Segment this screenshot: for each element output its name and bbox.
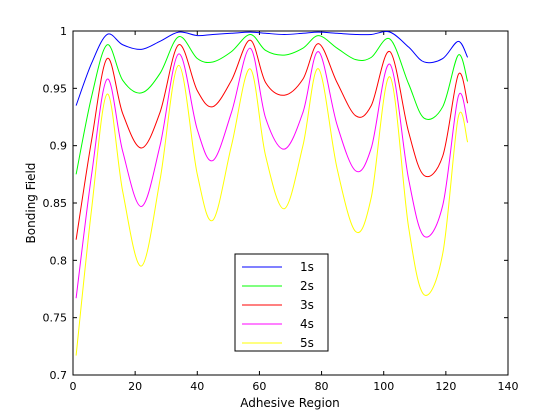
series-line-5s	[75, 64, 469, 356]
x-tick-label: 140	[498, 380, 519, 393]
series-line-2s	[75, 33, 469, 175]
y-tick-label: 0.75	[43, 312, 68, 325]
y-tick-label: 0.8	[50, 254, 68, 267]
x-tick-label: 80	[315, 380, 329, 393]
series-line-4s	[75, 47, 469, 299]
series-layer	[75, 31, 469, 356]
legend-label: 1s	[300, 260, 314, 274]
legend-label: 4s	[300, 317, 314, 331]
y-tick-label: 1	[60, 25, 67, 38]
y-axis-label: Bonding Field	[24, 163, 38, 244]
legend: 1s 2s 3s 4s 5s	[234, 253, 329, 352]
x-tick-label: 20	[128, 380, 142, 393]
legend-label: 2s	[300, 279, 314, 293]
legend-box	[234, 253, 329, 352]
x-tick-label: 0	[70, 380, 77, 393]
legend-label: 3s	[300, 298, 314, 312]
axis-ticks: 0 20 40 60 80 100 120 140 0.7 0.75 0.8 0.85 0.9 0.95 1	[43, 25, 519, 393]
series-line-3s	[75, 39, 469, 240]
y-tick-label: 0.9	[50, 140, 68, 153]
y-tick-label: 0.7	[50, 369, 68, 382]
x-axis-label: Adhesive Region	[240, 396, 340, 410]
legend-label: 5s	[300, 336, 314, 350]
x-tick-label: 120	[435, 380, 456, 393]
x-tick-label: 60	[252, 380, 266, 393]
x-tick-label: 100	[373, 380, 394, 393]
series-line-1s	[75, 31, 469, 106]
x-tick-label: 40	[190, 380, 204, 393]
y-tick-label: 0.95	[43, 82, 68, 95]
y-tick-label: 0.85	[43, 197, 68, 210]
